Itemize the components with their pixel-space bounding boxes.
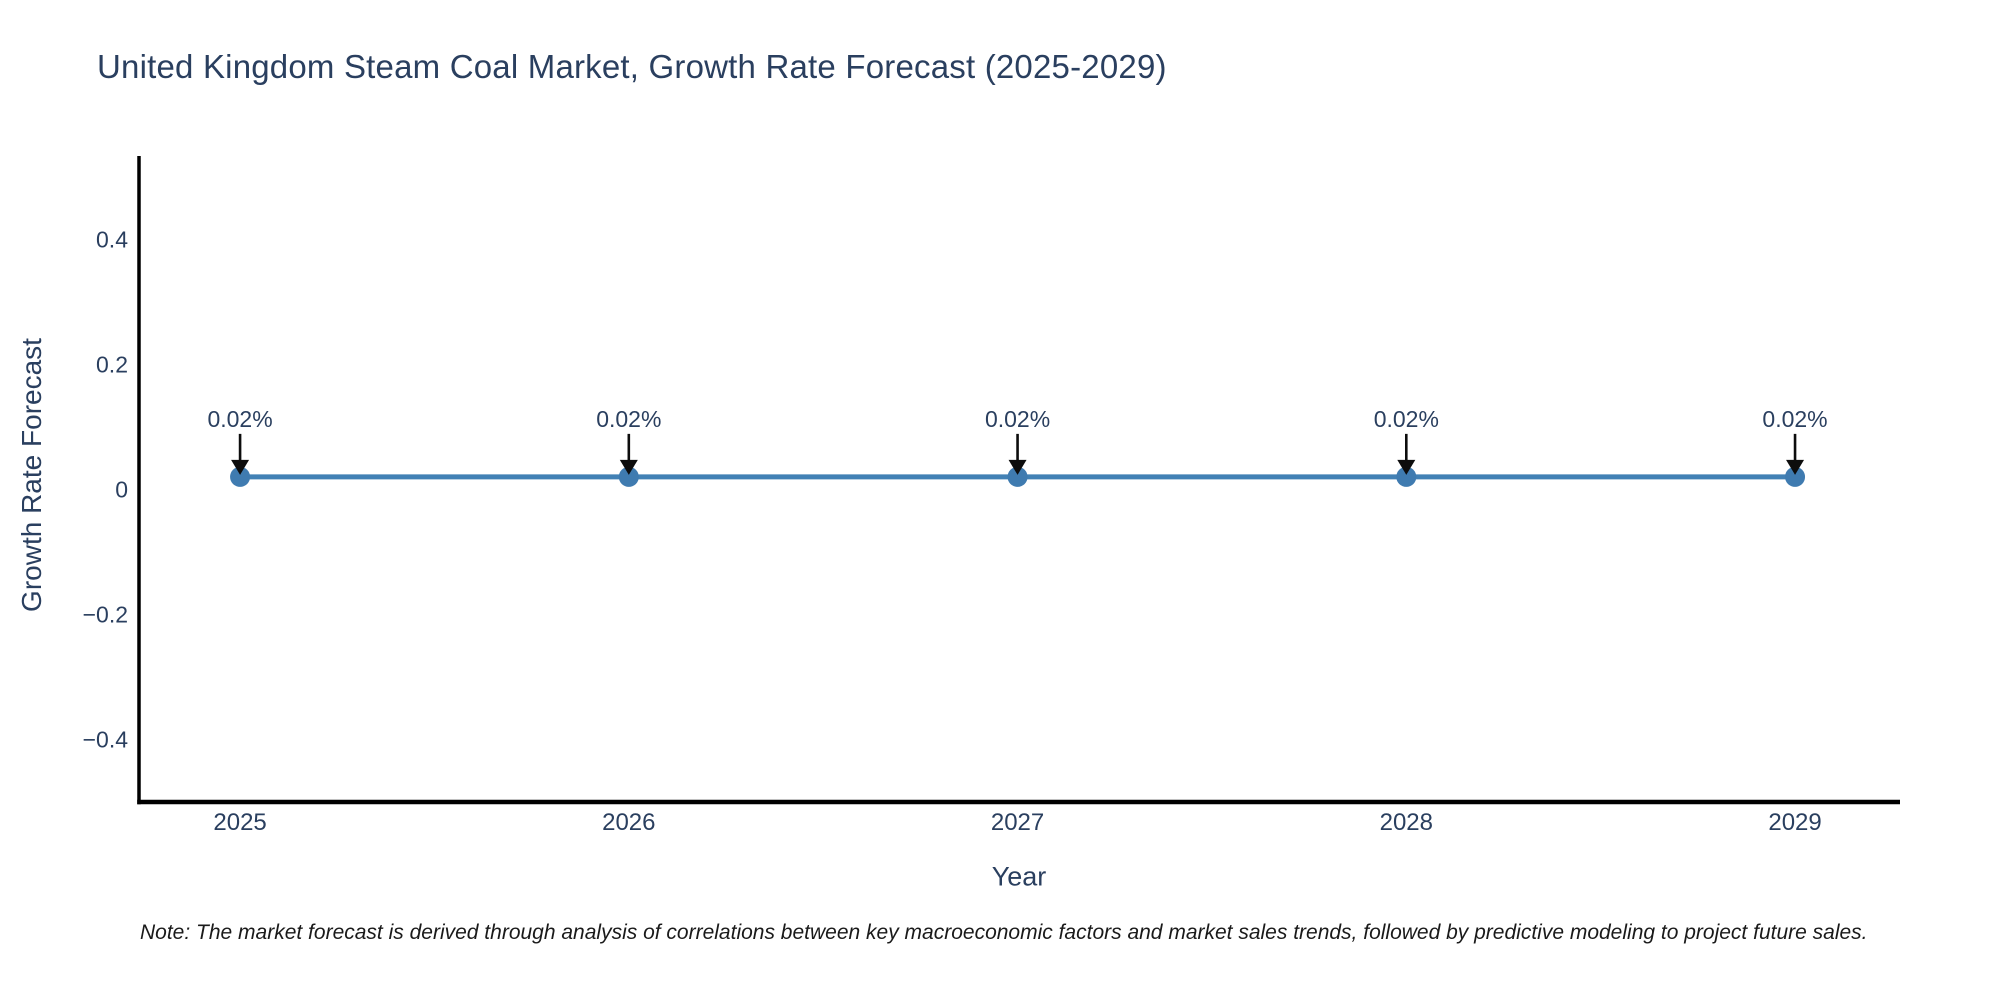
annotation-label: 0.02% bbox=[985, 406, 1050, 432]
x-tick-label: 2027 bbox=[991, 809, 1044, 836]
annotation-arrowhead bbox=[1008, 459, 1027, 475]
annotation-arrowhead bbox=[1786, 459, 1805, 475]
annotation-arrowhead bbox=[1397, 459, 1416, 475]
annotation-label: 0.02% bbox=[207, 406, 272, 432]
data-point-marker bbox=[618, 466, 639, 487]
x-tick-label: 2026 bbox=[602, 809, 655, 836]
data-point-marker bbox=[230, 466, 251, 487]
footnote-text: Note: The market forecast is derived thr… bbox=[140, 921, 1868, 944]
annotation-label: 0.02% bbox=[596, 406, 661, 432]
y-tick-label: −0.4 bbox=[83, 726, 129, 752]
annotation-arrowhead bbox=[619, 459, 638, 475]
data-point-marker bbox=[1785, 466, 1806, 487]
data-point-marker bbox=[1396, 466, 1417, 487]
x-tick-label: 2029 bbox=[1768, 809, 1821, 836]
x-axis-title: Year bbox=[991, 861, 1047, 892]
x-tick-label: 2025 bbox=[213, 809, 266, 836]
x-tick-label: 2028 bbox=[1380, 809, 1433, 836]
y-tick-label: 0 bbox=[115, 476, 128, 502]
data-point-marker bbox=[1007, 466, 1028, 487]
y-tick-label: −0.2 bbox=[83, 601, 128, 627]
annotation-label: 0.02% bbox=[1374, 406, 1439, 432]
annotation-label: 0.02% bbox=[1762, 406, 1827, 432]
y-tick-label: 0.2 bbox=[96, 351, 128, 377]
y-axis-title: Growth Rate Forecast bbox=[16, 338, 47, 612]
annotation-arrowhead bbox=[231, 459, 250, 475]
y-tick-label: 0.4 bbox=[96, 226, 128, 252]
chart-title: United Kingdom Steam Coal Market, Growth… bbox=[97, 48, 1167, 85]
